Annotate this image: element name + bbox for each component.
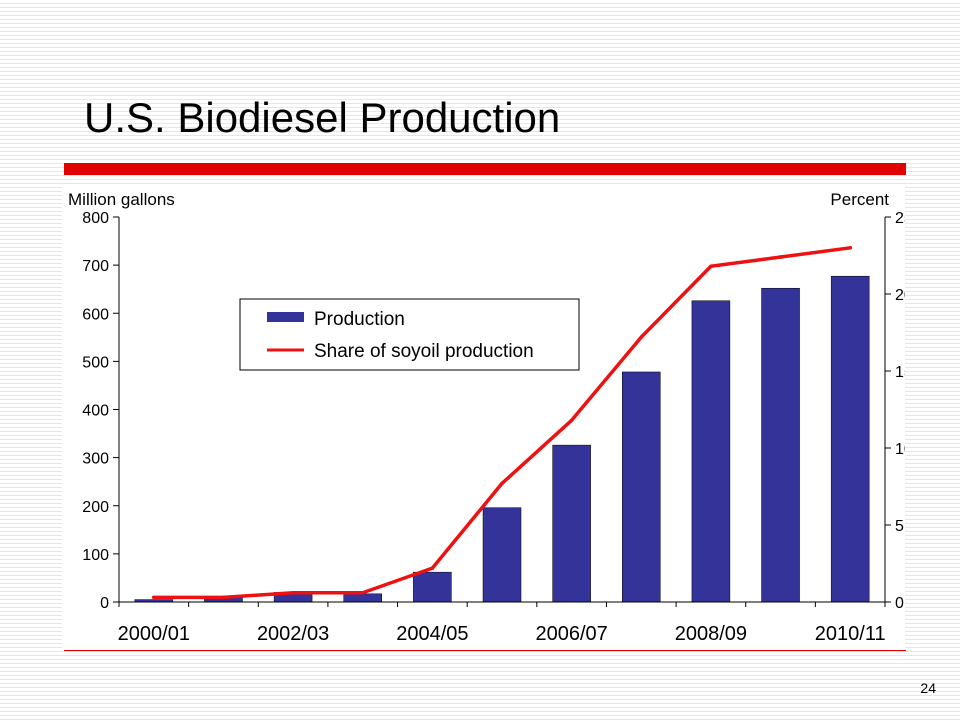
share-point-2001/02 bbox=[221, 595, 226, 600]
left-tick-label: 600 bbox=[82, 306, 109, 323]
x-tick-label: 2006/07 bbox=[535, 623, 607, 645]
share-point-2007/08 bbox=[639, 335, 644, 339]
left-tick-label: 0 bbox=[100, 595, 109, 612]
right-tick-label: 5 bbox=[895, 518, 904, 535]
bar-2004/05 bbox=[413, 571, 452, 603]
bars-layer bbox=[134, 275, 870, 603]
bar-2009/10 bbox=[761, 287, 800, 603]
bar-2006/07 bbox=[552, 444, 591, 603]
bar-2008/09 bbox=[691, 300, 731, 603]
axes-layer: 0 100 200 300 400 500 600 700 800 0 5 10 15 20 25 2000/… bbox=[82, 210, 905, 645]
left-axis-label: Million gallons bbox=[68, 190, 175, 209]
left-tick-label: 400 bbox=[82, 403, 109, 420]
left-tick-label: 300 bbox=[82, 451, 109, 468]
right-tick-label: 20 bbox=[895, 287, 905, 304]
right-tick-label: 10 bbox=[895, 441, 905, 458]
legend-label-production: Production bbox=[314, 309, 405, 330]
bar-2010/11 bbox=[830, 275, 870, 603]
x-tick-label: 2004/05 bbox=[396, 623, 468, 645]
chart-panel: Million gallons Percent 0 100 200 300 400 500… bbox=[62, 185, 905, 650]
bottom-rule bbox=[64, 650, 906, 651]
bar-2005/06 bbox=[482, 507, 522, 603]
right-tick-label: 25 bbox=[895, 210, 905, 227]
left-tick-label: 500 bbox=[82, 354, 109, 371]
x-tick-label: 2008/09 bbox=[675, 623, 747, 645]
left-tick-label: 700 bbox=[82, 258, 109, 275]
legend-box bbox=[239, 298, 580, 371]
share-point-2004/05 bbox=[430, 566, 435, 570]
bar-2007/08 bbox=[622, 371, 661, 603]
share-point-2000/01 bbox=[152, 595, 156, 600]
right-axis-label: Percent bbox=[830, 190, 889, 209]
share-point-2005/06 bbox=[500, 481, 504, 486]
slide-title: U.S. Biodiesel Production bbox=[84, 94, 561, 141]
share-point-2009/10 bbox=[778, 255, 783, 259]
right-tick-label: 0 bbox=[895, 595, 904, 612]
right-tick-label: 15 bbox=[895, 364, 905, 381]
share-point-2008/09 bbox=[709, 264, 713, 269]
share-point-2006/07 bbox=[569, 418, 574, 423]
legend-swatch-production bbox=[267, 312, 304, 322]
x-tick-label: 2010/11 bbox=[815, 623, 886, 645]
legend-label-share: Share of soyoil production bbox=[314, 341, 534, 362]
x-tick-label: 2002/03 bbox=[257, 623, 329, 645]
legend: Production Share of soyoil production bbox=[239, 298, 580, 371]
x-tick-label: 2000/01 bbox=[118, 623, 190, 645]
share-point-2002/03 bbox=[291, 590, 295, 595]
share-point-2010/11 bbox=[848, 246, 852, 250]
line-layer bbox=[152, 246, 852, 600]
title-accent-bar bbox=[64, 163, 906, 175]
page-number: 24 bbox=[920, 680, 936, 696]
left-tick-label: 200 bbox=[82, 499, 109, 516]
biodiesel-chart: Million gallons Percent 0100200300400500… bbox=[68, 190, 905, 645]
bar-2003/04 bbox=[343, 593, 382, 603]
left-tick-label: 100 bbox=[82, 547, 109, 564]
share-point-2003/04 bbox=[360, 590, 365, 595]
left-tick-label: 800 bbox=[82, 210, 109, 227]
